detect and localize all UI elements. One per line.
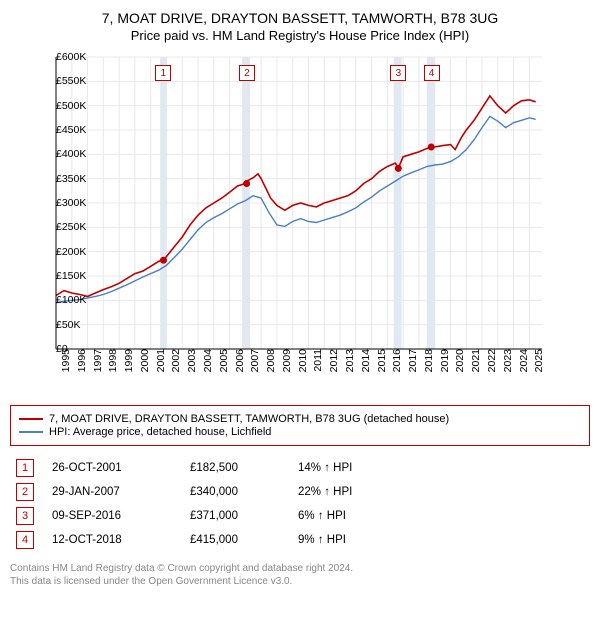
- x-axis-tick-label: 2013: [340, 349, 356, 372]
- x-axis-tick-label: 2025: [529, 349, 545, 372]
- x-axis-tick-label: 1997: [88, 349, 104, 372]
- footnote-line-1: Contains HM Land Registry data © Crown c…: [10, 562, 590, 575]
- y-axis-tick-label: £50K: [56, 319, 60, 331]
- chart-container: 7, MOAT DRIVE, DRAYTON BASSETT, TAMWORTH…: [0, 0, 600, 588]
- transaction-number-box: 2: [16, 483, 34, 501]
- x-axis-tick-label: 2012: [324, 349, 340, 372]
- x-axis-tick-label: 2002: [166, 349, 182, 372]
- x-axis-tick-label: 2014: [356, 349, 372, 372]
- x-axis-tick-label: 2004: [198, 349, 214, 372]
- transaction-date: 29-JAN-2007: [52, 486, 172, 498]
- title-line-2: Price paid vs. HM Land Registry's House …: [10, 28, 590, 43]
- x-axis-tick-label: 2022: [482, 349, 498, 372]
- transactions-table: 1 26-OCT-2001 £182,500 14% ↑ HPI 2 29-JAN-200…: [10, 456, 590, 552]
- transaction-number-box: 3: [16, 507, 34, 525]
- x-axis-tick-label: 2001: [151, 349, 167, 372]
- transaction-row: 3 09-SEP-2016 £371,000 6% ↑ HPI: [10, 504, 590, 528]
- y-axis-tick-label: £350K: [56, 173, 60, 185]
- legend-label-property: 7, MOAT DRIVE, DRAYTON BASSETT, TAMWORTH…: [49, 413, 449, 425]
- transaction-pct: 14% ↑ HPI: [298, 462, 398, 474]
- x-axis-tick-label: 1995: [56, 349, 72, 372]
- legend-item-hpi: HPI: Average price, detached house, Lich…: [19, 426, 581, 438]
- legend-label-hpi: HPI: Average price, detached house, Lich…: [49, 426, 271, 438]
- x-axis-tick-label: 2009: [277, 349, 293, 372]
- y-axis-tick-label: £100K: [56, 294, 60, 306]
- x-axis-tick-label: 2010: [293, 349, 309, 372]
- legend-swatch-red: [19, 418, 43, 420]
- y-axis-tick-label: £300K: [56, 197, 60, 209]
- x-axis-tick-label: 2021: [466, 349, 482, 372]
- transaction-price: £340,000: [190, 486, 280, 498]
- x-axis-tick-label: 1996: [72, 349, 88, 372]
- legend-item-property: 7, MOAT DRIVE, DRAYTON BASSETT, TAMWORTH…: [19, 413, 581, 425]
- transaction-date: 26-OCT-2001: [52, 462, 172, 474]
- transaction-row: 4 12-OCT-2018 £415,000 9% ↑ HPI: [10, 528, 590, 552]
- transaction-row: 1 26-OCT-2001 £182,500 14% ↑ HPI: [10, 456, 590, 480]
- y-axis-tick-label: £600K: [56, 51, 60, 63]
- y-axis-tick-label: £450K: [56, 124, 60, 136]
- x-axis-tick-label: 2011: [308, 349, 324, 372]
- x-axis-tick-label: 2017: [403, 349, 419, 372]
- x-axis-tick-label: 2020: [450, 349, 466, 372]
- y-axis-tick-label: £550K: [56, 75, 60, 87]
- x-axis-tick-label: 2016: [387, 349, 403, 372]
- transaction-number-box: 4: [16, 531, 34, 549]
- transaction-price: £371,000: [190, 510, 280, 522]
- x-axis-tick-label: 2007: [245, 349, 261, 372]
- chart-svg: [10, 53, 550, 353]
- transaction-pct: 9% ↑ HPI: [298, 534, 398, 546]
- x-axis-tick-label: 2018: [419, 349, 435, 372]
- y-axis-tick-label: £250K: [56, 221, 60, 233]
- x-axis-tick-label: 2023: [498, 349, 514, 372]
- x-axis-tick-label: 2006: [230, 349, 246, 372]
- x-axis-tick-label: 2019: [435, 349, 451, 372]
- transaction-date: 12-OCT-2018: [52, 534, 172, 546]
- footnote-line-2: This data is licensed under the Open Gov…: [10, 575, 590, 588]
- x-axis-tick-label: 2005: [214, 349, 230, 372]
- x-axis-tick-label: 2003: [182, 349, 198, 372]
- x-axis-tick-label: 1998: [103, 349, 119, 372]
- legend-swatch-blue: [19, 431, 43, 433]
- transaction-pct: 22% ↑ HPI: [298, 486, 398, 498]
- title-line-1: 7, MOAT DRIVE, DRAYTON BASSETT, TAMWORTH…: [10, 10, 590, 26]
- transaction-price: £182,500: [190, 462, 280, 474]
- legend-box: 7, MOAT DRIVE, DRAYTON BASSETT, TAMWORTH…: [10, 405, 590, 446]
- transaction-date: 09-SEP-2016: [52, 510, 172, 522]
- transaction-pct: 6% ↑ HPI: [298, 510, 398, 522]
- x-axis-tick-label: 2024: [514, 349, 530, 372]
- x-axis-tick-label: 2008: [261, 349, 277, 372]
- y-axis-tick-label: £200K: [56, 246, 60, 258]
- x-axis-tick-label: 1999: [119, 349, 135, 372]
- x-axis-tick-label: 2000: [135, 349, 151, 372]
- y-axis-tick-label: £500K: [56, 100, 60, 112]
- x-axis-tick-label: 2015: [372, 349, 388, 372]
- transaction-price: £415,000: [190, 534, 280, 546]
- transaction-number-box: 1: [16, 459, 34, 477]
- chart-plot-area: £0£50K£100K£150K£200K£250K£300K£350K£400…: [10, 53, 550, 393]
- chart-header: 7, MOAT DRIVE, DRAYTON BASSETT, TAMWORTH…: [0, 0, 600, 47]
- footnote: Contains HM Land Registry data © Crown c…: [10, 562, 590, 588]
- transaction-row: 2 29-JAN-2007 £340,000 22% ↑ HPI: [10, 480, 590, 504]
- y-axis-tick-label: £400K: [56, 148, 60, 160]
- y-axis-tick-label: £150K: [56, 270, 60, 282]
